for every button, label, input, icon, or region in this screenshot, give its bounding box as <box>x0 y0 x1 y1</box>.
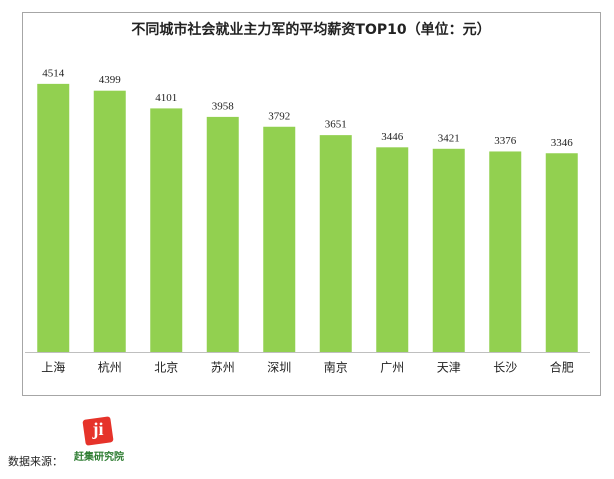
x-tick-label: 广州 <box>380 361 404 375</box>
value-label: 3346 <box>551 137 574 149</box>
x-tick-label: 天津 <box>437 361 461 375</box>
value-label: 3651 <box>325 119 347 131</box>
source-name: 赶集研究院 <box>73 450 124 463</box>
bar <box>432 148 465 352</box>
x-tick-label: 长沙 <box>493 361 517 375</box>
x-tick-label: 南京 <box>324 360 348 375</box>
bar <box>376 147 409 352</box>
value-label: 3421 <box>438 132 460 144</box>
value-label: 4514 <box>42 67 65 79</box>
value-label: 4399 <box>99 74 122 86</box>
bar <box>37 83 70 352</box>
value-label: 4101 <box>155 92 177 104</box>
bar <box>489 151 522 352</box>
x-tick-label: 北京 <box>154 361 178 375</box>
source-label: 数据来源： <box>8 454 63 468</box>
value-label: 3958 <box>212 100 235 112</box>
x-tick-label: 上海 <box>41 360 65 375</box>
value-label: 3792 <box>268 110 290 122</box>
x-tick-label: 合肥 <box>550 360 574 375</box>
bar <box>319 135 352 352</box>
bar <box>206 116 239 352</box>
value-label: 3376 <box>494 135 517 147</box>
logo: ji <box>82 416 114 446</box>
bar <box>545 153 578 352</box>
chart-title: 不同城市社会就业主力军的平均薪资TOP10（单位：元） <box>131 21 490 38</box>
value-label: 3446 <box>381 131 404 143</box>
x-tick-label: 深圳 <box>267 361 291 375</box>
bar <box>263 126 296 352</box>
bar <box>93 90 126 352</box>
bar <box>150 108 183 352</box>
x-tick-label: 苏州 <box>211 361 235 375</box>
svg-text:ji: ji <box>92 419 104 439</box>
x-tick-label: 杭州 <box>98 360 122 375</box>
